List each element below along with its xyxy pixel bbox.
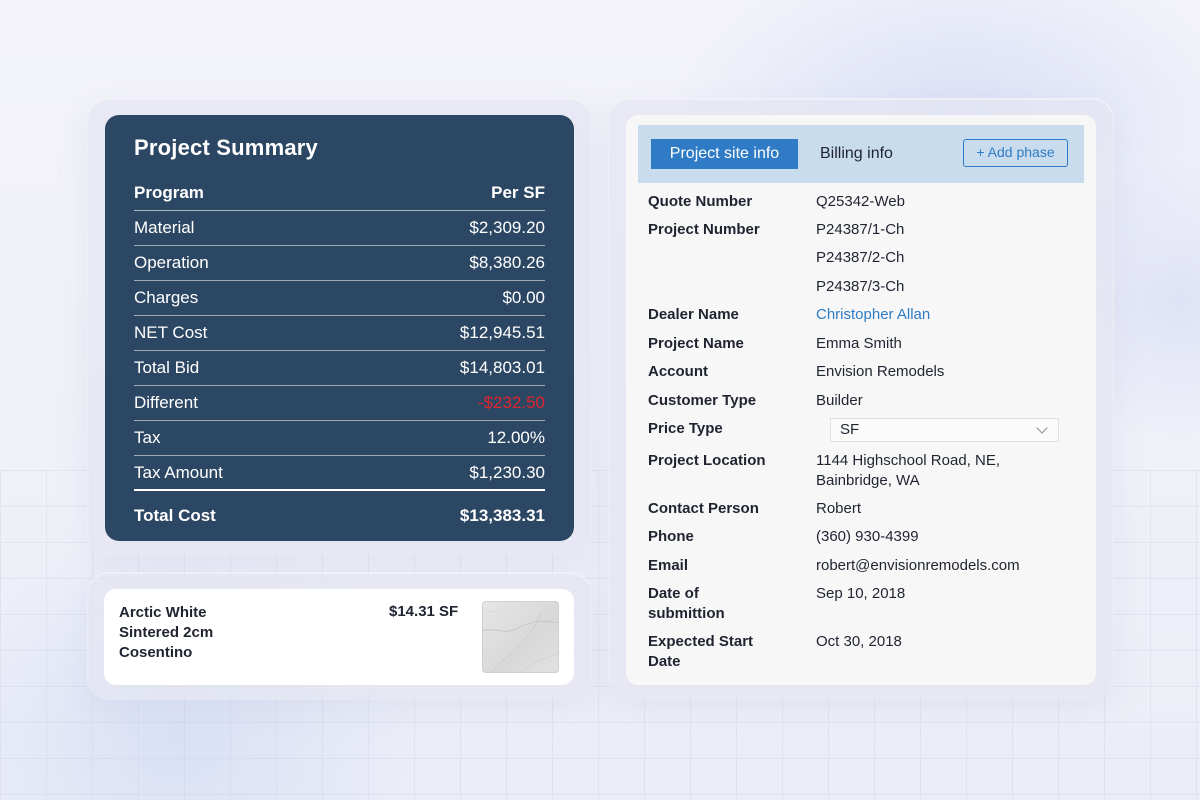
dealer-name-label: Dealer Name [648, 306, 739, 323]
project-number-value: P24387/3-Ch [816, 278, 905, 295]
row-value: 12.00% [487, 428, 545, 447]
date-of-submittion-value: Sep 10, 2018 [816, 585, 906, 602]
row-label: Charges [134, 288, 199, 307]
summary-row-net-cost: NET Cost $12,945.51 [134, 316, 545, 351]
row-label: Total Bid [134, 358, 200, 377]
row-value-negative: -$232.50 [477, 393, 545, 412]
row-value: $8,380.26 [469, 253, 545, 272]
row-value: $12,945.51 [459, 323, 545, 342]
summary-title: Project Summary [134, 135, 318, 160]
row-value: $2,309.20 [469, 218, 545, 237]
summary-row-operation: Operation $8,380.26 [134, 246, 545, 281]
project-number-value: P24387/1-Ch [816, 221, 905, 238]
add-phase-button[interactable]: + Add phase [963, 139, 1068, 167]
project-location-label: Project Location [648, 452, 766, 469]
product-price: $14.31 SF [389, 603, 459, 620]
summary-header-row: Program Per SF [134, 175, 545, 211]
project-number-label: Project Number [648, 221, 760, 238]
tab-bar: Project site info Billing info + Add pha… [638, 125, 1084, 183]
summary-header-label: Program [134, 182, 204, 202]
product-name: Arctic White Sintered 2cm Cosentino [119, 603, 213, 663]
phone-value: (360) 930-4399 [816, 528, 919, 545]
expected-start-date-label: Expected Start Date [648, 633, 754, 670]
total-value: $13,383.31 [459, 506, 545, 525]
customer-type-value: Builder [816, 392, 863, 409]
contact-person-label: Contact Person [648, 500, 759, 517]
product-name-line: Cosentino [119, 644, 193, 661]
summary-row-total-bid: Total Bid $14,803.01 [134, 351, 545, 386]
email-value: robert@envisionremodels.com [816, 557, 1020, 574]
quote-number-label: Quote Number [648, 193, 753, 210]
row-label: Different [134, 393, 198, 412]
email-label: Email [648, 557, 689, 574]
marble-swatch-image [482, 601, 559, 673]
row-value: $14,803.01 [459, 358, 545, 377]
total-label: Total Cost [134, 506, 216, 525]
row-label: Tax Amount [134, 462, 223, 482]
price-type-select[interactable]: SF [830, 418, 1059, 442]
project-location-value: 1144 Highschool Road, NE, Bainbridge, WA [816, 452, 1000, 489]
tab-billing-info[interactable]: Billing info [820, 145, 893, 162]
row-label: NET Cost [134, 323, 208, 342]
price-type-label: Price Type [648, 420, 723, 437]
chevron-down-icon [1036, 422, 1048, 434]
summary-row-tax-amount: Tax Amount $1,230.30 [134, 456, 545, 491]
product-name-line: Arctic White [119, 604, 207, 621]
product-name-line: Sintered 2cm [119, 624, 214, 641]
summary-header-value: Per SF [491, 182, 545, 202]
project-name-value: Emma Smith [816, 335, 902, 352]
customer-type-label: Customer Type [648, 392, 757, 409]
project-number-value: P24387/2-Ch [816, 249, 905, 266]
summary-row-tax: Tax 12.00% [134, 421, 545, 456]
row-label: Operation [134, 253, 209, 272]
account-label: Account [648, 363, 708, 380]
contact-person-value: Robert [816, 500, 862, 517]
summary-row-charges: Charges $0.00 [134, 281, 545, 316]
price-type-value: SF [840, 421, 860, 438]
row-value: $0.00 [502, 288, 545, 307]
project-details-panel: Project site info Billing info + Add pha… [626, 115, 1096, 685]
row-value: $1,230.30 [469, 462, 545, 482]
product-card[interactable]: Arctic White Sintered 2cm Cosentino $14.… [104, 589, 574, 685]
phone-label: Phone [648, 528, 694, 545]
row-label: Tax [134, 428, 161, 447]
tab-project-site-info[interactable]: Project site info [651, 139, 798, 169]
project-summary-panel: Project Summary Program Per SF Material … [105, 115, 574, 541]
quote-number-value: Q25342-Web [816, 193, 905, 210]
summary-row-different: Different -$232.50 [134, 386, 545, 421]
expected-start-date-value: Oct 30, 2018 [816, 633, 902, 650]
summary-row-material: Material $2,309.20 [134, 211, 545, 246]
project-name-label: Project Name [648, 335, 744, 352]
dealer-name-link[interactable]: Christopher Allan [816, 306, 931, 323]
summary-total-row: Total Cost $13,383.31 [134, 491, 545, 541]
date-of-submittion-label: Date of submittion [648, 585, 725, 622]
account-value: Envision Remodels [816, 363, 945, 380]
row-label: Material [134, 218, 195, 237]
